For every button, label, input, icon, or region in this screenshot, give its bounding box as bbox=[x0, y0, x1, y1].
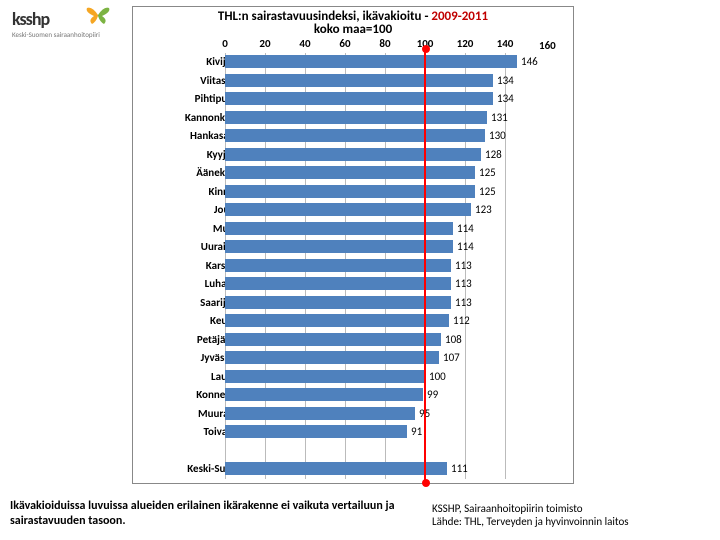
bar-value: 100 bbox=[429, 370, 446, 383]
bar bbox=[225, 333, 441, 346]
bar-value: 112 bbox=[453, 314, 470, 327]
bar-row: Kannonkoski131 bbox=[225, 109, 573, 128]
bar-value: 134 bbox=[497, 92, 514, 105]
bar-value: 123 bbox=[475, 203, 492, 216]
bar-row: Viitasaari134 bbox=[225, 72, 573, 91]
bar bbox=[225, 388, 423, 401]
bar-row: Kivijärvi146 bbox=[225, 53, 573, 72]
x-tick: 120 bbox=[457, 37, 474, 50]
bar-row: Pihtipudas134 bbox=[225, 90, 573, 109]
bar bbox=[225, 92, 493, 105]
x-tick: 60 bbox=[339, 37, 350, 50]
bar bbox=[225, 166, 475, 179]
bar-row: Kinnula125 bbox=[225, 183, 573, 202]
x-tick: 0 bbox=[222, 37, 228, 50]
bar-row: Äänekoski125 bbox=[225, 164, 573, 183]
bar bbox=[225, 259, 451, 272]
bar-row: Luhanka113 bbox=[225, 275, 573, 294]
bar-value: 130 bbox=[489, 129, 506, 142]
bar-value: 114 bbox=[457, 240, 474, 253]
bar bbox=[225, 129, 485, 142]
bar-row: Joutsa123 bbox=[225, 201, 573, 220]
bar-value: 125 bbox=[479, 166, 496, 179]
bar-value: 131 bbox=[491, 111, 508, 124]
bar bbox=[225, 111, 487, 124]
bar-value: 113 bbox=[455, 277, 472, 290]
chart-subtitle: koko maa=100 bbox=[133, 22, 573, 37]
x-tick: 80 bbox=[379, 37, 390, 50]
bar-value: 113 bbox=[455, 296, 472, 309]
bar bbox=[225, 277, 451, 290]
x-axis-tick-overflow: 160 bbox=[539, 39, 556, 52]
bar bbox=[225, 148, 481, 161]
bar-value: 114 bbox=[457, 222, 474, 235]
bar-row: Jyväskylä107 bbox=[225, 349, 573, 368]
x-tick: 140 bbox=[497, 37, 514, 50]
bar-value: 134 bbox=[497, 74, 514, 87]
bar-row: Multia114 bbox=[225, 220, 573, 239]
bar bbox=[225, 296, 451, 309]
bar bbox=[225, 370, 425, 383]
bar bbox=[225, 425, 407, 438]
bar bbox=[225, 314, 449, 327]
bar-row: Laukaa100 bbox=[225, 368, 573, 387]
source-line2: Lähde: THL, Terveyden ja hyvinvoinnin la… bbox=[432, 515, 712, 528]
bar-value: 128 bbox=[485, 148, 502, 161]
bar bbox=[225, 203, 471, 216]
bar bbox=[225, 222, 453, 235]
x-tick: 20 bbox=[259, 37, 270, 50]
bar-row: Muurame95 bbox=[225, 405, 573, 424]
bar-value: 125 bbox=[479, 185, 496, 198]
bar bbox=[225, 351, 439, 364]
bar-row: Saarijärvi113 bbox=[225, 294, 573, 313]
bar-row bbox=[225, 442, 573, 461]
reference-line bbox=[424, 49, 426, 483]
x-tick: 40 bbox=[299, 37, 310, 50]
source-line1: KSSHP, Sairaanhoitopiirin toimisto bbox=[432, 502, 712, 515]
bar bbox=[225, 55, 517, 68]
bar-row: Petäjävesi108 bbox=[225, 331, 573, 350]
bar-value: 146 bbox=[521, 55, 538, 68]
logo: ksshp Keski-Suomen sairaanhoitopiiri bbox=[12, 8, 122, 58]
butterfly-icon bbox=[84, 4, 112, 32]
chart-title-year: 2009-2011 bbox=[431, 9, 488, 24]
reference-dot bbox=[422, 45, 430, 53]
bar bbox=[225, 185, 475, 198]
x-axis: 020406080100120140 bbox=[225, 37, 573, 51]
bar-value: 91 bbox=[411, 425, 422, 438]
bar-row: Hankasalmi130 bbox=[225, 127, 573, 146]
bar-value: 107 bbox=[443, 351, 460, 364]
bar bbox=[225, 462, 447, 475]
bar-value: 113 bbox=[455, 259, 472, 272]
bar-value: 108 bbox=[445, 333, 462, 346]
caption-text: Ikävakioiduissa luvuissa alueiden erilai… bbox=[10, 499, 420, 528]
reference-dot bbox=[422, 479, 430, 487]
plot-area: Kivijärvi146Viitasaari134Pihtipudas134Ka… bbox=[225, 53, 573, 479]
bar bbox=[225, 74, 493, 87]
bar-row: Toivakka91 bbox=[225, 423, 573, 442]
bar-row: Konnevesi99 bbox=[225, 386, 573, 405]
bar-row: Keuruu112 bbox=[225, 312, 573, 331]
bar-value: 99 bbox=[427, 388, 438, 401]
bar bbox=[225, 240, 453, 253]
bar-row: Karstula113 bbox=[225, 257, 573, 276]
bar-value: 111 bbox=[451, 462, 468, 475]
bar bbox=[225, 407, 415, 420]
bar-row: Uurainen114 bbox=[225, 238, 573, 257]
bar-row: Keski-Suomi111 bbox=[225, 460, 573, 479]
bar-row: Kyyjärvi128 bbox=[225, 146, 573, 165]
source-block: KSSHP, Sairaanhoitopiirin toimisto Lähde… bbox=[432, 502, 712, 528]
chart-container: THL:n sairastavuusindeksi, ikävakioitu -… bbox=[132, 6, 574, 484]
